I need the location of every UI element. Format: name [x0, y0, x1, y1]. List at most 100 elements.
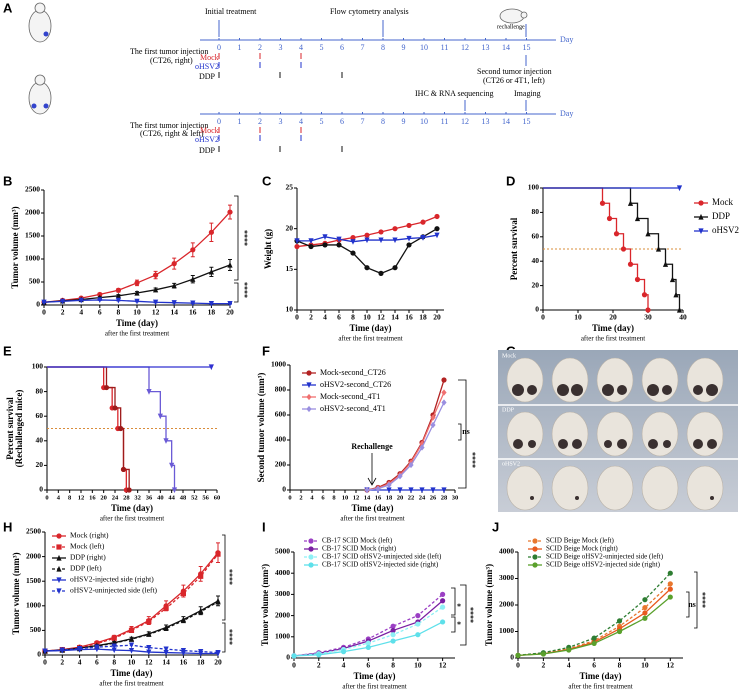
x-tick-label: 8 [112, 658, 116, 667]
x-tick-label: 10 [641, 661, 649, 670]
day-label: 6 [340, 43, 344, 52]
y-tick-label: 0 [37, 650, 41, 659]
x-tick-label: 0 [541, 313, 545, 322]
y-axis-title: (Rechallenged mice) [14, 390, 24, 468]
marker [180, 617, 186, 624]
legend-label: DDP (left) [70, 564, 102, 573]
marker [364, 265, 370, 271]
day-label: 12 [461, 117, 469, 126]
marker [163, 605, 169, 611]
y-axis-title: Weight (g) [263, 229, 273, 269]
marker [322, 242, 328, 248]
marker [190, 247, 196, 253]
day-label: 7 [361, 43, 365, 52]
marker [128, 642, 135, 649]
marker [620, 246, 627, 252]
marker [180, 590, 186, 597]
marker [115, 292, 121, 299]
x-tick-label: 6 [95, 658, 99, 667]
x-axis-subtitle: after the first treatment [340, 515, 404, 523]
marker [669, 276, 676, 283]
x-axis-title: Time (day) [353, 671, 395, 681]
x-axis-subtitle: after the first treatment [338, 335, 402, 343]
x-tick-label: 4 [79, 308, 83, 317]
y-tick-label: 500 [30, 625, 42, 634]
y-tick-label: 40 [36, 436, 44, 445]
photo [498, 350, 738, 512]
day-label: 3 [279, 43, 283, 52]
event-label: IHC & RNA sequencing [415, 89, 493, 98]
y-tick-label: 100 [528, 183, 540, 192]
marker [645, 307, 651, 313]
marker [365, 640, 371, 646]
y-axis-title: Tumor volume (mm³) [260, 564, 270, 646]
marker [415, 632, 421, 638]
x-axis-subtitle: after the first treatment [342, 683, 406, 690]
marker [208, 301, 214, 307]
y-axis-title: Second tumor volume (mm³) [256, 373, 266, 483]
photo-label: Mock [502, 353, 516, 359]
x-tick-label: 40 [157, 494, 164, 501]
x-tick-label: 36 [146, 494, 153, 501]
marker [350, 235, 356, 241]
y-tick-label: 800 [275, 385, 287, 394]
marker [215, 649, 221, 656]
y-tick-label: 40 [532, 256, 540, 265]
marker [397, 473, 403, 480]
day-label: 9 [402, 117, 406, 126]
x-tick-label: 30 [452, 494, 459, 501]
x-tick-label: 6 [337, 313, 341, 322]
marker [390, 632, 396, 638]
annotation: **** [225, 569, 234, 585]
marker [415, 613, 421, 619]
marker [613, 231, 620, 237]
legend-marker [698, 200, 704, 206]
x-axis-subtitle: after the first treatment [568, 683, 632, 690]
legend-label: oHSV2-injected side (right) [70, 575, 154, 584]
x-tick-label: 30 [644, 313, 652, 322]
y-tick-label: 3000 [499, 573, 514, 582]
marker [392, 237, 398, 244]
marker [171, 282, 177, 289]
annotation: ns [462, 427, 470, 436]
legend-marker [698, 228, 704, 235]
marker [103, 384, 110, 391]
day-label: 4 [299, 43, 303, 52]
marker [591, 640, 597, 647]
marker [599, 200, 606, 206]
marker [112, 405, 118, 411]
x-tick-label: 16 [375, 494, 382, 501]
x-tick-label: 10 [128, 658, 136, 667]
marker [406, 222, 412, 229]
x-tick-label: 14 [162, 658, 170, 667]
annotation: **** [698, 592, 707, 608]
panel-letter: J [492, 519, 499, 534]
legend-label: SCID Beige Mock (left) [546, 537, 615, 545]
treatment-label: oHSV2 [195, 62, 219, 71]
marker [515, 652, 521, 658]
marker [667, 570, 673, 576]
legend-label: SCID Beige oHSV2-injected side (right) [546, 561, 661, 569]
x-tick-label: 12 [377, 313, 385, 322]
marker [378, 270, 384, 276]
x-tick-label: 10 [574, 313, 582, 322]
y-tick-label: 60 [532, 232, 540, 241]
marker [364, 232, 370, 238]
x-axis-title: Time (day) [111, 503, 153, 513]
axis-label: Day [560, 109, 573, 118]
marker [440, 598, 446, 604]
marker [616, 618, 623, 624]
injection-label: The first tumor injection [130, 47, 208, 56]
marker [441, 377, 447, 383]
marker [208, 268, 214, 275]
y-tick-label: 25 [286, 183, 294, 192]
x-tick-label: 4 [78, 658, 82, 667]
marker [163, 649, 169, 656]
marker [642, 597, 648, 603]
x-tick-label: 56 [202, 494, 209, 501]
x-tick-label: 8 [117, 308, 121, 317]
legend-label: SCID Beige oHSV2-uninjected side (left) [546, 553, 664, 561]
day-label: 11 [441, 43, 449, 52]
marker [390, 627, 396, 634]
photo-label: DDP [502, 407, 515, 413]
